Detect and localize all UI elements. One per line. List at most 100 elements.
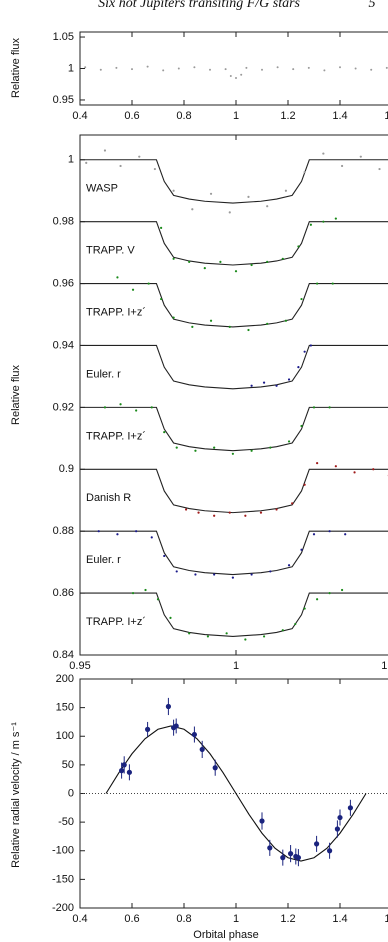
data-point bbox=[169, 616, 172, 619]
y-tick-label: 0.9 bbox=[59, 463, 74, 475]
data-point bbox=[269, 446, 272, 449]
data-point bbox=[288, 851, 294, 857]
y-tick-label: -100 bbox=[52, 845, 74, 857]
data-point bbox=[250, 449, 253, 452]
data-point bbox=[228, 511, 231, 514]
y-tick-label: 0 bbox=[68, 787, 74, 799]
data-point bbox=[240, 73, 243, 76]
data-point bbox=[354, 67, 357, 70]
data-point bbox=[172, 189, 175, 192]
data-point bbox=[292, 68, 295, 71]
data-point bbox=[219, 260, 222, 264]
x-tick-label: 0.4 bbox=[72, 913, 87, 925]
series-label: TRAPP. I+z´ bbox=[86, 306, 146, 318]
data-point bbox=[245, 66, 248, 69]
y-tick-label: -150 bbox=[52, 873, 74, 885]
data-point bbox=[103, 149, 107, 152]
x-tick-label: 0.4 bbox=[72, 110, 87, 122]
data-point bbox=[116, 276, 119, 279]
data-point bbox=[225, 632, 228, 635]
data-point bbox=[347, 805, 353, 811]
data-point bbox=[212, 765, 218, 771]
data-point bbox=[303, 483, 306, 486]
data-point bbox=[266, 260, 269, 264]
data-point bbox=[266, 205, 269, 208]
data-point bbox=[146, 65, 149, 68]
data-point bbox=[295, 855, 301, 861]
x-tick-label: 1 bbox=[233, 913, 239, 925]
data-point bbox=[307, 66, 310, 69]
data-point bbox=[316, 282, 319, 285]
data-point bbox=[262, 381, 266, 384]
data-point bbox=[188, 632, 191, 635]
y-axis-label: Relative radial velocity / m s⁻¹ bbox=[10, 722, 22, 868]
data-point bbox=[266, 322, 269, 325]
data-point bbox=[193, 66, 196, 69]
x-tick-label: 1 bbox=[233, 110, 239, 122]
data-point bbox=[160, 297, 163, 301]
data-point bbox=[224, 68, 227, 71]
y-tick-label: 0.86 bbox=[53, 587, 74, 599]
data-point bbox=[199, 746, 205, 753]
y-tick-label: 1 bbox=[68, 62, 74, 74]
data-point bbox=[135, 530, 138, 533]
data-point bbox=[213, 514, 216, 517]
data-point bbox=[165, 703, 171, 710]
data-point bbox=[291, 502, 294, 505]
data-point bbox=[250, 384, 253, 387]
data-point bbox=[300, 424, 303, 428]
data-point bbox=[147, 282, 150, 285]
data-point bbox=[135, 409, 138, 412]
y-tick-label: 0.94 bbox=[53, 339, 74, 351]
page-number: 5 bbox=[369, 0, 376, 11]
data-point bbox=[172, 257, 175, 260]
data-point bbox=[228, 325, 231, 329]
y-tick-label: -200 bbox=[52, 902, 74, 914]
data-point bbox=[194, 449, 197, 452]
x-tick-label: 0.6 bbox=[124, 913, 139, 925]
data-point bbox=[156, 598, 160, 601]
model-curve bbox=[80, 283, 388, 328]
data-point bbox=[275, 384, 278, 387]
series-label: Danish R bbox=[86, 492, 131, 504]
data-point bbox=[309, 344, 312, 347]
data-point bbox=[97, 530, 100, 533]
plot-frame bbox=[79, 134, 388, 656]
data-point bbox=[327, 848, 333, 854]
x-tick-label: 1.6 bbox=[384, 110, 388, 122]
data-point bbox=[316, 461, 319, 465]
data-point bbox=[276, 66, 279, 69]
data-point bbox=[191, 208, 194, 211]
data-point bbox=[323, 69, 326, 72]
x-tick-label: 0.95 bbox=[69, 660, 90, 672]
y-tick-label: 200 bbox=[56, 673, 74, 685]
series-label: Euler. r bbox=[86, 368, 121, 380]
data-point bbox=[328, 530, 331, 533]
data-point bbox=[300, 297, 303, 301]
data-point bbox=[328, 406, 331, 409]
data-point bbox=[328, 591, 331, 595]
data-point bbox=[163, 554, 166, 558]
series-label: TRAPP. V bbox=[86, 245, 135, 257]
data-point bbox=[197, 511, 200, 514]
data-point bbox=[372, 468, 375, 471]
data-point bbox=[312, 533, 316, 536]
data-point bbox=[163, 431, 166, 434]
data-point bbox=[287, 564, 291, 567]
data-point bbox=[275, 508, 278, 511]
data-point bbox=[334, 217, 337, 220]
data-point bbox=[228, 211, 231, 214]
data-point bbox=[116, 533, 119, 536]
plot-frame bbox=[79, 31, 388, 106]
data-point bbox=[294, 622, 297, 626]
data-point bbox=[162, 69, 165, 72]
data-point bbox=[188, 260, 191, 264]
data-point bbox=[203, 266, 206, 270]
data-point bbox=[235, 76, 237, 79]
y-tick-label: 50 bbox=[62, 759, 74, 771]
x-tick-label: 0.8 bbox=[176, 913, 191, 925]
data-point bbox=[206, 635, 210, 638]
series-label: TRAPP. I+z´ bbox=[86, 430, 146, 442]
series-label: TRAPP. I+z´ bbox=[86, 616, 146, 628]
